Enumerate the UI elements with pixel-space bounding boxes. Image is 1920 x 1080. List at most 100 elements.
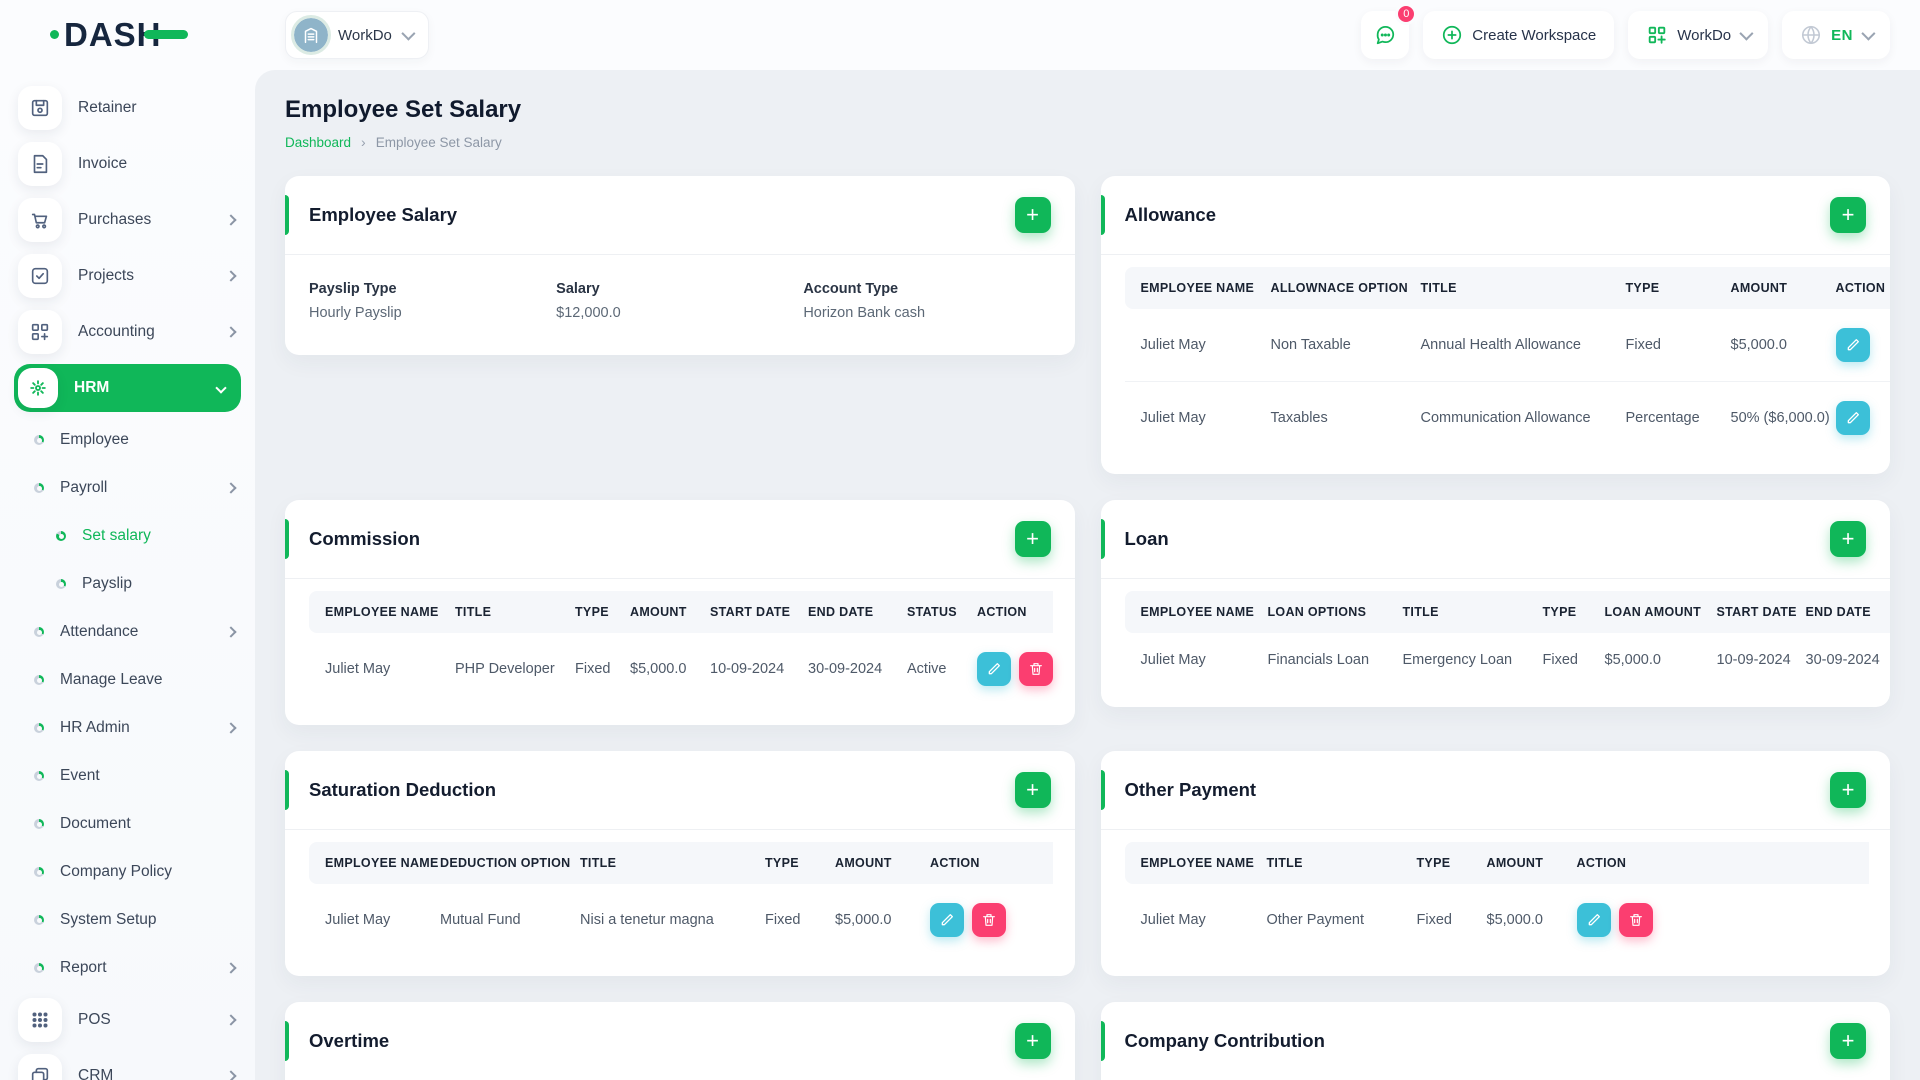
sidebar-item-label: Event: [60, 767, 100, 784]
sidebar-item-label: HR Admin: [60, 719, 130, 736]
chevron-right-icon: [225, 962, 237, 974]
sidebar-item-label: HRM: [74, 379, 110, 396]
table-cell: Juliet May: [325, 661, 391, 677]
salary-field: Payslip Type Hourly Payslip: [309, 281, 556, 321]
accounting-icon: [18, 310, 62, 354]
column-header: TYPE: [1609, 267, 1715, 309]
column-header: ACTION: [961, 591, 1053, 633]
sidebar-item-system-setup[interactable]: System Setup: [0, 896, 255, 944]
column-header: LOAN OPTIONS: [1251, 591, 1387, 633]
card-title: Company Contribution: [1124, 1030, 1325, 1051]
sidebar-item-payslip[interactable]: Payslip: [0, 560, 255, 608]
column-header: DEDUCTION OPTION: [424, 842, 570, 884]
circle-plus-icon: [1441, 24, 1463, 46]
sidebar-item-hrm[interactable]: HRM: [14, 364, 241, 412]
add-commission-button[interactable]: +: [1014, 521, 1051, 557]
edit-button[interactable]: [1835, 401, 1870, 435]
chevron-down-icon: [1861, 26, 1876, 41]
card-header: Employee Salary +: [285, 176, 1075, 255]
add-saturation-deduction-button[interactable]: +: [1014, 772, 1051, 808]
sidebar-item-crm[interactable]: CRM: [0, 1048, 255, 1080]
table-cell: 30-09-2024: [808, 661, 883, 677]
sidebar-item-payroll[interactable]: Payroll: [0, 464, 255, 512]
chevron-down-icon: [215, 382, 227, 394]
add-other-payment-button[interactable]: +: [1830, 772, 1866, 808]
add-loan-button[interactable]: +: [1830, 521, 1866, 557]
card-header: Other Payment +: [1100, 751, 1890, 830]
sidebar-item-pos[interactable]: POS: [0, 992, 255, 1048]
table-cell: Financials Loan: [1267, 652, 1370, 668]
column-header: END DATE: [1789, 591, 1890, 633]
add-employee-salary-button[interactable]: +: [1014, 197, 1051, 233]
workspace-name: WorkDo: [338, 26, 392, 44]
sidebar-item-retainer[interactable]: Retainer: [0, 80, 255, 136]
table-cell: Active: [907, 661, 947, 677]
table-cell: $5,000.0: [835, 912, 892, 928]
sidebar: Retainer Invoice Purchases Projects Accounti…: [0, 70, 255, 1080]
table-cell: Other Payment: [1266, 912, 1365, 928]
edit-button[interactable]: [977, 652, 1011, 686]
workspace-selector[interactable]: WorkDo: [285, 11, 429, 59]
logo-zone: DASH: [0, 16, 255, 54]
commission-data-table: EMPLOYEE NAME TITLE TYPE AMOUNT START DATE EN…: [309, 591, 1053, 705]
table-cell: Fixed: [1542, 652, 1578, 668]
employee-salary-fields: Payslip Type Hourly Payslip Salary $12,000.…: [285, 255, 1075, 355]
company-menu-label: WorkDo: [1677, 26, 1732, 44]
add-allowance-button[interactable]: +: [1830, 197, 1866, 233]
column-header: AMOUNT: [819, 842, 914, 884]
delete-button[interactable]: [972, 903, 1006, 937]
sidebar-item-employee[interactable]: Employee: [0, 416, 255, 464]
sidebar-item-purchases[interactable]: Purchases: [0, 192, 255, 248]
sidebar-item-label: Projects: [78, 267, 134, 284]
sidebar-item-label: Retainer: [78, 99, 137, 116]
sidebar-item-document[interactable]: Document: [0, 800, 255, 848]
bullet-icon: [34, 483, 44, 493]
create-workspace-label: Create Workspace: [1472, 26, 1597, 44]
other-payment-card: Other Payment + EMPLOYEE NAME TITLE TYPE AM…: [1100, 751, 1890, 976]
delete-button[interactable]: [1019, 652, 1053, 686]
add-overtime-button[interactable]: +: [1014, 1023, 1051, 1059]
edit-button[interactable]: [1576, 903, 1611, 937]
breadcrumb-dashboard-link[interactable]: Dashboard: [285, 134, 352, 150]
language-selector[interactable]: EN: [1782, 11, 1890, 59]
sidebar-item-accounting[interactable]: Accounting: [0, 304, 255, 360]
sidebar-item-set-salary[interactable]: Set salary: [0, 512, 255, 560]
sidebar-item-label: Accounting: [78, 323, 155, 340]
chevron-right-icon: [225, 270, 237, 282]
table-cell: Fixed: [1416, 912, 1452, 928]
sidebar-item-label: Document: [60, 815, 131, 832]
field-value: Hourly Payslip: [309, 305, 402, 321]
table-cell: Emergency Loan: [1402, 652, 1513, 668]
sidebar-item-hr-admin[interactable]: HR Admin: [0, 704, 255, 752]
sidebar-item-manage-leave[interactable]: Manage Leave: [0, 656, 255, 704]
messages-button[interactable]: 0: [1361, 3, 1418, 59]
column-header: EMPLOYEE NAME: [1124, 267, 1255, 309]
table-row: Juliet May Other Payment Fixed $5,000.0: [1125, 884, 1869, 956]
saturation-deduction-card: Saturation Deduction + EMPLOYEE NAME DEDU…: [285, 751, 1075, 976]
table-cell: Juliet May: [1140, 912, 1206, 928]
table-cell: 30-09-2024: [1805, 652, 1880, 668]
messages-badge: 0: [1395, 3, 1418, 25]
card-header: Overtime +: [285, 1002, 1075, 1080]
table-cell: Juliet May: [1124, 309, 1255, 382]
edit-button[interactable]: [930, 903, 964, 937]
sidebar-item-invoice[interactable]: Invoice: [0, 136, 255, 192]
column-header: ALLOWNACE OPTION: [1254, 267, 1408, 309]
loan-table: EMPLOYEE NAME LOAN OPTIONS TITLE TYPE LOAN A…: [1101, 579, 1890, 707]
bullet-icon: [34, 915, 44, 925]
table-cell: Fixed: [575, 661, 611, 677]
create-workspace-button[interactable]: Create Workspace: [1423, 11, 1615, 59]
allowance-card: Allowance + EMPLOYEE NAME ALLOWNACE OPTIO…: [1100, 176, 1890, 474]
edit-button[interactable]: [1835, 328, 1870, 362]
delete-button[interactable]: [1618, 903, 1653, 937]
add-company-contribution-button[interactable]: +: [1830, 1023, 1866, 1059]
sidebar-item-report[interactable]: Report: [0, 944, 255, 992]
sidebar-item-attendance[interactable]: Attendance: [0, 608, 255, 656]
sidebar-item-company-policy[interactable]: Company Policy: [0, 848, 255, 896]
sidebar-item-projects[interactable]: Projects: [0, 248, 255, 304]
topbar-actions: 0 Create Workspace WorkDo EN: [1361, 3, 1890, 59]
sidebar-item-event[interactable]: Event: [0, 752, 255, 800]
field-label: Payslip Type: [309, 281, 397, 297]
app-logo[interactable]: DASH: [50, 16, 188, 53]
company-menu-button[interactable]: WorkDo: [1628, 11, 1769, 59]
